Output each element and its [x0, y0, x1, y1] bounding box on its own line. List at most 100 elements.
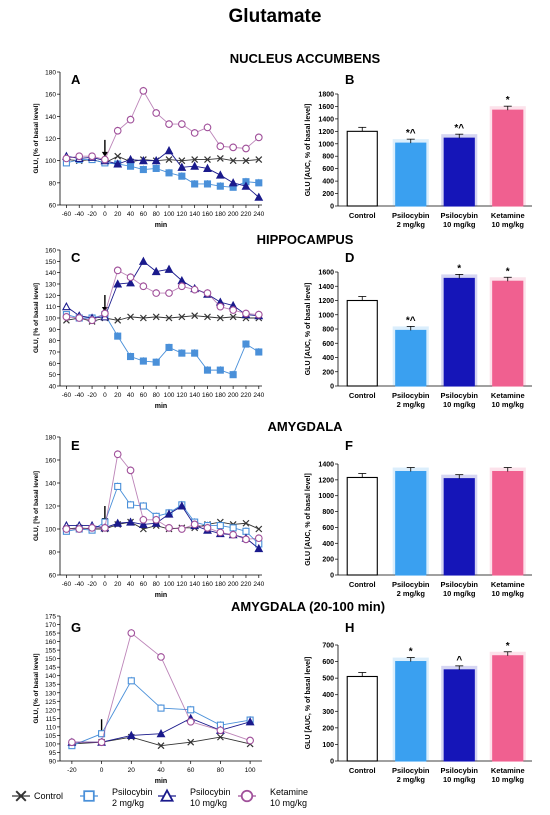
data-point [126, 273, 135, 282]
bar [346, 476, 378, 576]
bar [492, 655, 524, 762]
data-point [138, 256, 148, 265]
data-point [88, 152, 96, 161]
y-tick-label: 110 [46, 724, 57, 731]
y-tick-label: 130 [45, 282, 56, 289]
y-tick-label: 1600 [318, 270, 334, 277]
panel-letter-e: E [71, 438, 80, 453]
panel-h: H 0 100 200 300 400 500 600 700 GLU [AUC, % of ba… [305, 620, 532, 784]
significance-mark: ^ [456, 655, 462, 666]
panel-g: G909510010511011512012513013514014515015… [33, 614, 262, 785]
bar [395, 329, 427, 387]
data-point [190, 129, 199, 137]
series-line [66, 521, 259, 530]
data-point [216, 528, 225, 537]
data-point [177, 282, 186, 291]
significance-mark: *^ [406, 315, 416, 326]
significance-mark: * [506, 95, 510, 106]
x-axis-label: min [155, 592, 167, 599]
x-axis-label: min [155, 222, 167, 229]
legend-marker [240, 789, 254, 803]
y-tick-label: 80 [49, 338, 57, 345]
x-tick-label: 0 [100, 767, 104, 774]
data-point [113, 126, 122, 135]
data-point [229, 313, 237, 321]
panel-letter-h: H [345, 620, 354, 635]
series-triangle [61, 146, 264, 201]
x-axis-label: min [155, 778, 167, 785]
data-point [165, 156, 173, 163]
y-tick-label: 105 [45, 733, 56, 740]
y-tick-label: 100 [45, 316, 56, 323]
x-tick-label: 80 [153, 211, 161, 218]
category-label: Control [349, 211, 376, 220]
category-label: 10 mg/kg [491, 220, 524, 229]
y-tick-label: 1200 [318, 298, 334, 305]
y-tick-label: 140 [45, 673, 56, 680]
y-tick-label: 400 [322, 692, 334, 699]
data-point [165, 169, 173, 177]
data-point [229, 371, 237, 379]
data-point [68, 738, 76, 747]
bar [443, 137, 475, 207]
series-line [66, 159, 259, 188]
x-tick-label: 140 [189, 581, 200, 588]
data-point [126, 162, 135, 170]
data-point [151, 156, 161, 165]
category-label: Ketamine [491, 766, 525, 775]
legend-marker [15, 790, 27, 802]
data-point [216, 155, 224, 162]
y-axis-label: GLU, [% of basal level] [33, 471, 40, 541]
data-point [139, 86, 148, 95]
data-point [101, 309, 109, 318]
x-tick-label: 160 [202, 211, 213, 218]
category-label: Psilocybin [440, 391, 478, 400]
x-tick-label: 180 [215, 211, 226, 218]
data-point [113, 518, 123, 527]
category-label: Control [349, 580, 376, 589]
data-point [75, 152, 84, 161]
bar [395, 470, 427, 576]
legend-entry: Control [12, 790, 63, 802]
x-tick-label: 180 [215, 581, 226, 588]
y-tick-label: 120 [45, 707, 56, 714]
data-point [165, 523, 173, 532]
legend-marker [159, 788, 175, 802]
data-point [242, 340, 250, 348]
data-point [229, 530, 237, 539]
data-point [242, 144, 250, 153]
y-tick-label: 90 [49, 759, 57, 766]
x-tick-label: 100 [245, 767, 256, 774]
x-tick-label: 220 [241, 581, 252, 588]
y-tick-label: 1400 [318, 462, 334, 469]
y-tick-label: 80 [49, 180, 57, 187]
bar [346, 130, 378, 207]
legend-label: Psilocybin [112, 787, 153, 797]
x-tick-label: 200 [228, 211, 239, 218]
bar [346, 299, 378, 387]
y-tick-label: 135 [45, 682, 56, 689]
y-tick-label: 180 [45, 435, 56, 442]
series-line [66, 150, 260, 198]
category-label: 10 mg/kg [491, 400, 524, 409]
x-tick-label: -40 [75, 581, 85, 588]
x-tick-label: 200 [228, 581, 239, 588]
y-tick-label: 50 [49, 372, 57, 379]
data-point [164, 509, 174, 518]
category-label: Psilocybin [392, 211, 430, 220]
category-label: 2 mg/kg [397, 775, 426, 784]
y-tick-label: 115 [46, 716, 57, 723]
data-point [178, 157, 186, 165]
x-axis-label: min [155, 403, 167, 410]
y-tick-label: 0 [330, 573, 334, 580]
x-tick-label: 100 [164, 581, 175, 588]
data-point [75, 314, 84, 322]
y-tick-label: 800 [322, 154, 334, 161]
data-point [229, 143, 237, 152]
x-tick-label: 40 [127, 392, 135, 399]
data-point [127, 629, 136, 637]
